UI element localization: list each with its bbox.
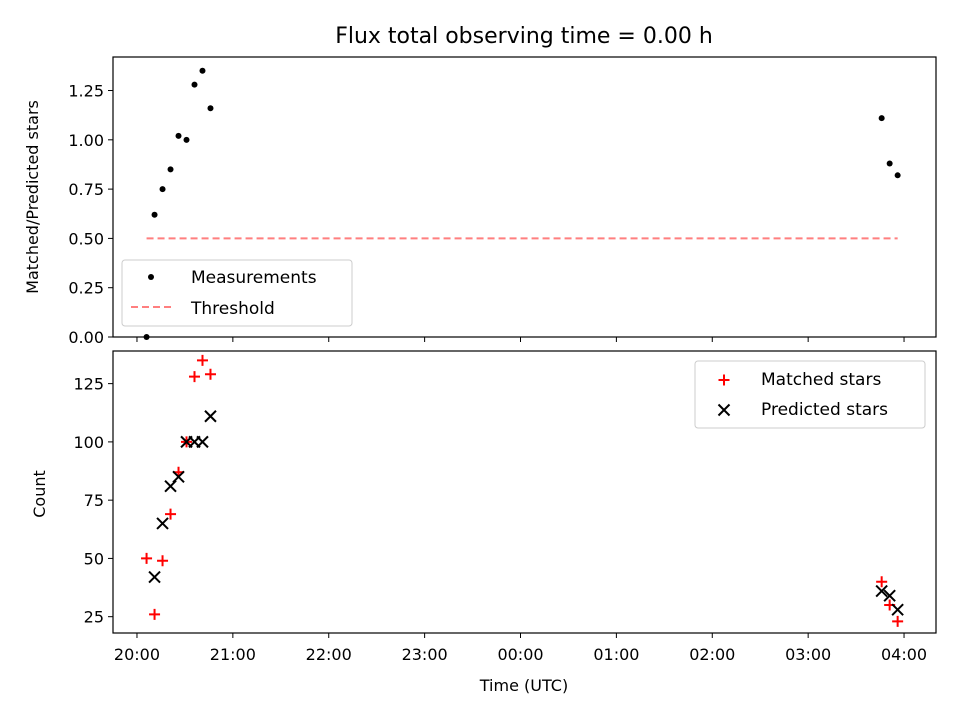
measurement-point [894,172,901,179]
matched-stars-point [892,615,904,627]
x-tick-label: 01:00 [593,645,639,664]
legend-predicted-label: Predicted stars [761,400,888,420]
measurement-point [191,81,198,88]
x-tick-label: 23:00 [402,645,448,664]
y-tick-label: 1.25 [68,82,104,101]
x-tick-label: 00:00 [497,645,543,664]
predicted-stars-point [172,470,185,484]
matched-stars-point [157,555,169,567]
measurement-point [878,115,885,122]
bottom-axes: 25 50 75 100 125 20:00 21:00 22:00 23:00 00:00 01:… [30,350,937,664]
matched-stars-point [141,552,153,564]
legend-box [694,360,926,429]
y-axis-label: Matched/Predicted stars [23,100,42,294]
predicted-stars-point [891,603,904,616]
legend-box [121,259,353,327]
y-tick-label: 0.00 [68,328,104,347]
measurement-point [183,136,190,143]
legend-matched-marker [718,374,730,386]
figure-title: Flux total observing time = 0.00 h [335,24,713,49]
measurement-point [151,211,158,218]
y-tick-label: 100 [73,433,104,452]
y-tick-label: 0.50 [68,229,104,248]
y-tick-label: 25 [84,608,104,627]
matched-stars-point [149,608,161,620]
y-tick-label: 125 [73,375,104,394]
x-tick-label: 04:00 [881,645,927,664]
x-tick-label: 03:00 [785,645,831,664]
y-axis-label: Count [30,470,49,518]
measurement-point [886,160,893,167]
top-axes: 0.00 0.25 0.50 0.75 1.00 1.25 Matched/Predicte… [23,56,937,347]
legend-measurements-marker [148,274,154,280]
y-tick-label: 0.25 [68,279,104,298]
axes-frame [112,350,937,634]
matched-stars-point [196,354,208,366]
measurement-point [175,132,182,139]
x-axis-label: Time (UTC) [479,676,568,695]
legend-top: Measurements Threshold [121,259,353,327]
measurement-point [167,166,174,173]
x-tick-label: 22:00 [306,645,352,664]
y-tick-label: 1.00 [68,131,104,150]
predicted-stars-point [148,570,161,584]
x-tick-label: 21:00 [210,645,256,664]
y-tick-label: 50 [84,549,104,568]
y-tick-label: 0.75 [68,180,104,199]
measurement-point [199,67,206,74]
predicted-stars-point [204,410,217,423]
x-tick-label: 02:00 [689,645,735,664]
y-tick-label: 75 [84,491,104,510]
predicted-stars-point [883,589,896,602]
legend-measurements-label: Measurements [191,268,317,288]
legend-threshold-label: Threshold [190,299,275,319]
predicted-stars-point [875,584,888,598]
predicted-stars-point [156,517,169,530]
measurement-point [207,105,214,112]
matched-stars-point [204,368,216,380]
legend-matched-label: Matched stars [761,370,881,390]
matched-stars-point [876,576,888,588]
x-tick-label: 20:00 [114,645,160,664]
legend-bottom: Matched stars Predicted stars [694,360,926,429]
measurement-point [159,186,166,193]
predicted-stars-point [196,435,209,449]
axes-frame [112,56,937,338]
legend-predicted-marker [717,403,731,417]
matched-stars-point [189,371,201,383]
matched-stars-point [165,508,177,520]
